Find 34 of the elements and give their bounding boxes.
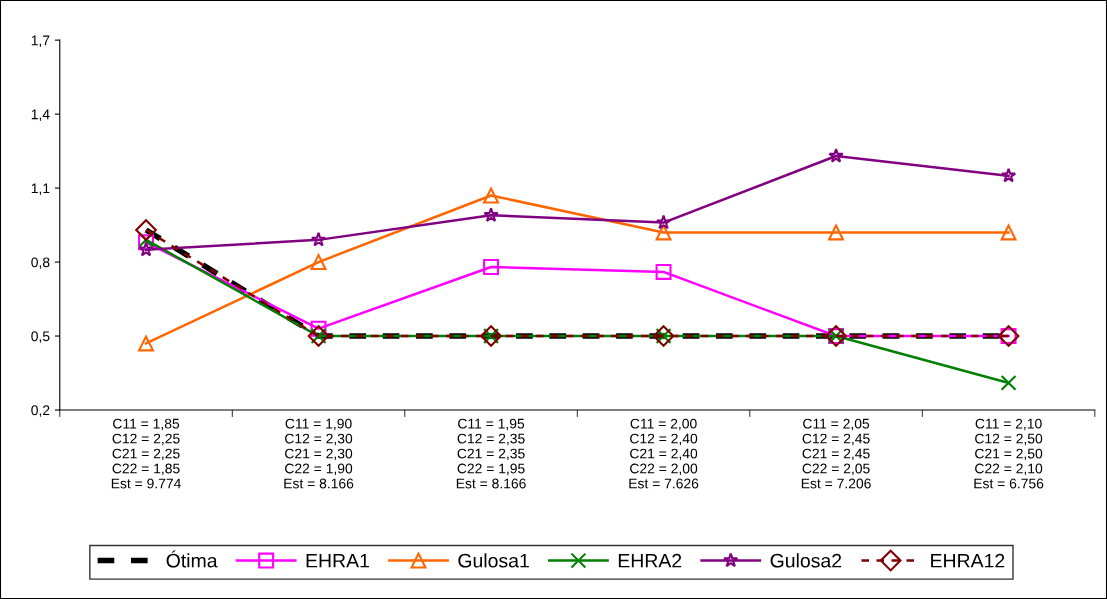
point <box>483 259 500 275</box>
x-tick-label: C11 = 2,05 C12 = 2,45 C21 = 2,45 C22 = 2,05 Est = 7.206 <box>801 418 871 489</box>
point <box>655 214 672 230</box>
y-tick-label: 0,8 <box>31 257 50 269</box>
point <box>135 219 157 241</box>
y-tick-label: 0,2 <box>31 405 50 417</box>
x-tick-label: C11 = 1,95 C12 = 2,35 C21 = 2,35 C22 = 1,95 Est = 8.166 <box>456 418 526 489</box>
x-tick-label: C11 = 2,00 C12 = 2,40 C21 = 2,40 C22 = 2,00 Est = 7.626 <box>629 418 699 489</box>
y-tick-label: 1,1 <box>31 183 50 195</box>
y-tick-label: 1,4 <box>31 109 50 121</box>
point <box>310 254 327 271</box>
x-tick-label: C11 = 2,10 C12 = 2,50 C21 = 2,50 C22 = 2,10 Est = 6.756 <box>974 418 1044 489</box>
point <box>310 231 327 247</box>
point <box>483 187 500 204</box>
point <box>655 263 672 280</box>
point <box>1000 224 1017 241</box>
point <box>1000 374 1017 391</box>
x-tick-label: C11 = 1,90 C12 = 2,30 C21 = 2,30 C22 = 1,90 Est = 8.166 <box>284 418 354 489</box>
point <box>138 241 154 257</box>
legend-label: Ótima <box>166 550 218 568</box>
point <box>138 335 155 352</box>
point <box>828 224 845 241</box>
point <box>655 224 672 241</box>
point <box>1000 167 1017 183</box>
legend-label: Gulosa2 <box>770 553 842 568</box>
legend-label: Gulosa1 <box>458 553 529 568</box>
point <box>828 148 844 163</box>
y-tick-label: 0,5 <box>31 331 50 343</box>
point <box>483 207 499 222</box>
y-tick-label: 1,7 <box>31 35 50 47</box>
legend-label: EHRA12 <box>931 553 1005 568</box>
legend-label: EHRA2 <box>618 553 682 568</box>
x-tick-label: C11 = 1,85 C12 = 2,25 C21 = 2,25 C22 = 1,85 Est = 9.774 <box>111 418 181 489</box>
legend-label: EHRA1 <box>306 553 369 568</box>
